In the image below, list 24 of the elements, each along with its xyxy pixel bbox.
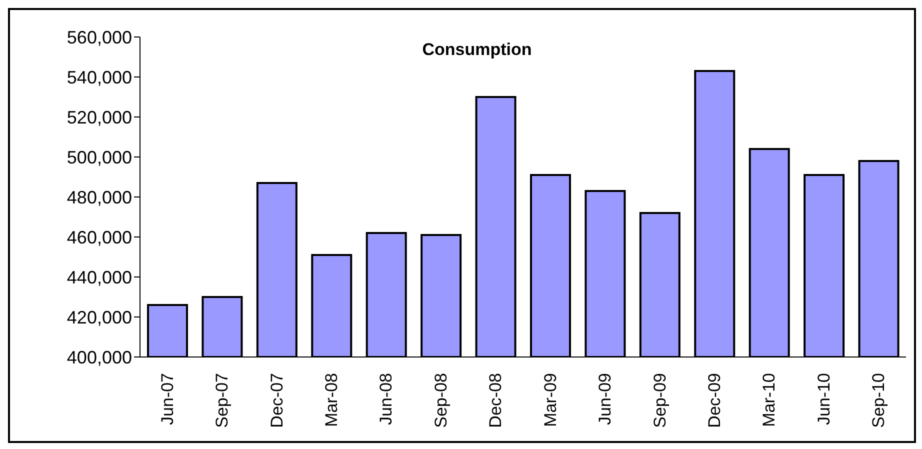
y-tick-label: 460,000 bbox=[66, 227, 132, 248]
y-tick-label: 440,000 bbox=[66, 267, 132, 288]
y-tick-label: 400,000 bbox=[66, 347, 132, 368]
x-tick-label: Mar-08 bbox=[322, 373, 341, 427]
y-tick-label: 420,000 bbox=[66, 307, 132, 328]
x-tick-label: Mar-10 bbox=[760, 373, 779, 427]
y-tick-label: 500,000 bbox=[66, 147, 132, 168]
x-tick-label: Mar-09 bbox=[540, 373, 560, 427]
y-tick-label: 540,000 bbox=[66, 67, 132, 88]
x-tick-label: Jun-10 bbox=[814, 373, 834, 425]
x-tick-label: Sep-09 bbox=[650, 373, 670, 428]
x-tick-label: Dec-08 bbox=[486, 373, 506, 428]
x-tick-label: Jun-09 bbox=[596, 373, 615, 425]
y-tick-label: 560,000 bbox=[66, 27, 132, 48]
x-tick-label: Jun-08 bbox=[376, 373, 396, 425]
y-tick-label: 480,000 bbox=[66, 187, 132, 208]
x-tick-label: Sep-08 bbox=[431, 373, 450, 428]
x-tick-label: Sep-10 bbox=[869, 373, 888, 428]
x-tick-label: Jun-07 bbox=[158, 373, 177, 425]
x-tick-label: Dec-07 bbox=[267, 373, 286, 428]
x-tick-label: Dec-09 bbox=[705, 373, 724, 428]
y-tick-label: 520,000 bbox=[66, 107, 132, 128]
chart-title: Consumption bbox=[422, 40, 532, 59]
x-tick-label: Sep-07 bbox=[212, 373, 232, 428]
